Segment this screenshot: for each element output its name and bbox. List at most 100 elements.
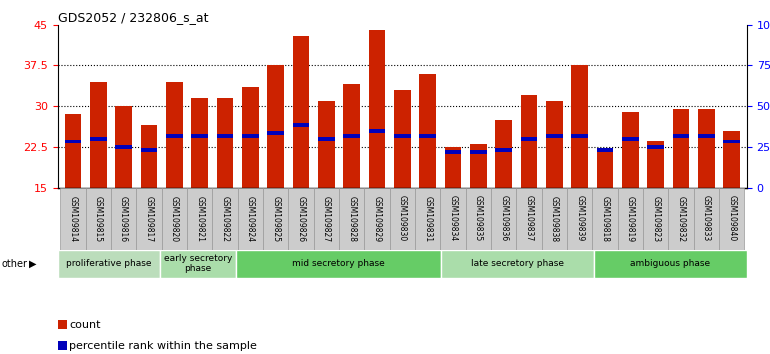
Text: GSM109814: GSM109814 (69, 195, 78, 242)
Text: GSM109819: GSM109819 (626, 195, 634, 242)
Text: GSM109826: GSM109826 (296, 195, 306, 242)
Bar (90, 137, 106, 141)
Text: GSM109840: GSM109840 (727, 195, 736, 242)
Bar (567, 188, 592, 250)
Bar (65, 139, 81, 143)
Bar (597, 152, 613, 188)
Bar (65, 114, 81, 188)
Text: GSM109825: GSM109825 (271, 195, 280, 242)
Bar (293, 36, 310, 188)
Text: GSM109827: GSM109827 (322, 195, 331, 242)
Text: GSM109828: GSM109828 (347, 196, 357, 241)
Text: early secretory
phase: early secretory phase (164, 254, 233, 273)
Text: GSM109818: GSM109818 (601, 196, 610, 241)
Bar (85, 188, 111, 250)
Bar (111, 188, 136, 250)
Bar (495, 148, 512, 152)
Text: percentile rank within the sample: percentile rank within the sample (69, 341, 257, 351)
Bar (263, 188, 288, 250)
Bar (440, 188, 466, 250)
Bar (521, 137, 537, 141)
Bar (90, 82, 106, 188)
Bar (162, 188, 187, 250)
Bar (466, 188, 491, 250)
Bar (597, 148, 613, 152)
Bar (445, 150, 461, 154)
Bar (719, 188, 745, 250)
Bar (673, 134, 689, 138)
Bar (724, 131, 740, 188)
Bar (592, 188, 618, 250)
Bar (267, 65, 284, 188)
Bar (364, 188, 390, 250)
Bar (267, 131, 284, 135)
Bar (517, 188, 541, 250)
Text: GSM109834: GSM109834 (448, 195, 457, 242)
Text: count: count (69, 320, 101, 330)
Bar (594, 250, 747, 278)
Text: GSM109836: GSM109836 (499, 195, 508, 242)
Bar (141, 125, 157, 188)
Bar (694, 188, 719, 250)
Bar (116, 106, 132, 188)
Bar (116, 145, 132, 149)
Bar (546, 101, 563, 188)
Bar (724, 139, 740, 143)
Bar (668, 188, 694, 250)
Text: GSM109820: GSM109820 (170, 195, 179, 242)
Text: GSM109829: GSM109829 (373, 195, 381, 242)
Bar (192, 134, 208, 138)
Text: GSM109817: GSM109817 (145, 195, 153, 242)
Text: mid secretory phase: mid secretory phase (292, 259, 385, 268)
Bar (618, 188, 643, 250)
Bar (698, 134, 715, 138)
Bar (390, 188, 415, 250)
Bar (242, 87, 259, 188)
Bar (394, 90, 410, 188)
Bar (216, 98, 233, 188)
Bar (318, 101, 334, 188)
Bar (470, 150, 487, 154)
Bar (369, 30, 385, 188)
Bar (58, 250, 160, 278)
Text: other: other (2, 259, 28, 269)
Bar (622, 137, 638, 141)
Bar (415, 188, 440, 250)
Bar (236, 250, 440, 278)
Text: GSM109839: GSM109839 (575, 195, 584, 242)
Bar (440, 250, 594, 278)
Text: GSM109831: GSM109831 (424, 195, 432, 242)
Text: GSM109816: GSM109816 (119, 195, 128, 242)
Bar (166, 82, 182, 188)
Bar (643, 188, 668, 250)
Text: GSM109815: GSM109815 (94, 195, 102, 242)
Bar (238, 188, 263, 250)
Text: GSM109832: GSM109832 (677, 195, 685, 242)
Text: ambiguous phase: ambiguous phase (631, 259, 711, 268)
Bar (313, 188, 339, 250)
Bar (571, 134, 588, 138)
Bar (213, 188, 238, 250)
Bar (673, 109, 689, 188)
Bar (293, 123, 310, 127)
Text: GSM109838: GSM109838 (550, 195, 559, 242)
Bar (648, 145, 664, 149)
Bar (166, 134, 182, 138)
Text: GSM109821: GSM109821 (195, 196, 204, 241)
Text: GSM109822: GSM109822 (220, 196, 229, 241)
Bar (60, 188, 85, 250)
Bar (369, 129, 385, 132)
Bar (242, 134, 259, 138)
Text: ▶: ▶ (29, 259, 37, 269)
Text: GSM109837: GSM109837 (524, 195, 534, 242)
Bar (495, 120, 512, 188)
Bar (216, 134, 233, 138)
Bar (420, 134, 436, 138)
Bar (470, 144, 487, 188)
Bar (160, 250, 236, 278)
Bar (288, 188, 313, 250)
Bar (136, 188, 162, 250)
Text: late secretory phase: late secretory phase (470, 259, 564, 268)
Text: proliferative phase: proliferative phase (66, 259, 152, 268)
Bar (698, 109, 715, 188)
